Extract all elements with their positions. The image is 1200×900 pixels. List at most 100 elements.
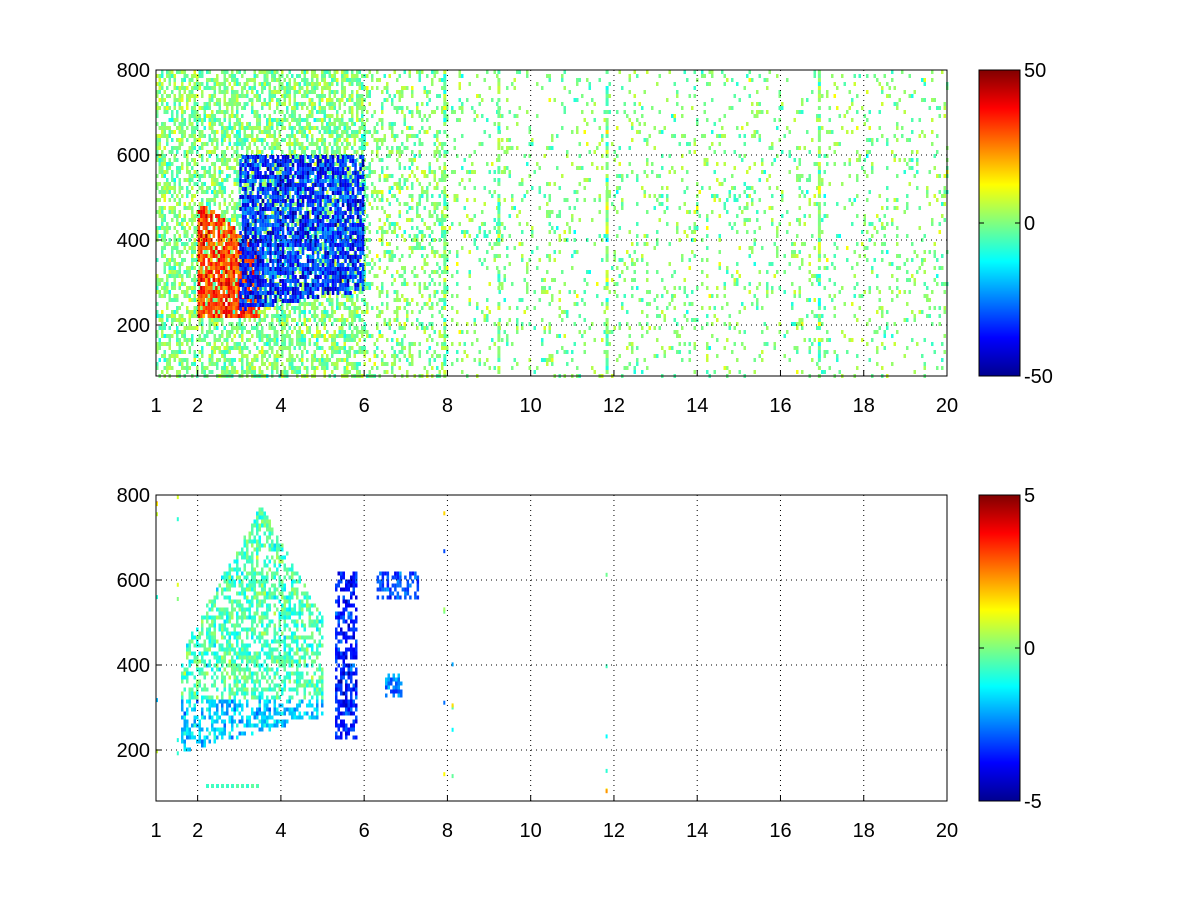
heatmap-cell — [216, 338, 219, 342]
heatmap-cell — [256, 330, 259, 334]
heatmap-cell — [431, 354, 434, 358]
heatmap-cell — [221, 190, 224, 194]
heatmap-cell — [313, 250, 316, 254]
heatmap-cell — [278, 98, 281, 102]
heatmap-cell — [188, 178, 191, 182]
heatmap-cell — [323, 294, 326, 298]
heatmap-cell — [253, 86, 256, 90]
heatmap-cell — [358, 130, 361, 134]
heatmap-cell — [418, 150, 421, 154]
heatmap-cell — [188, 226, 191, 230]
heatmap-cell — [183, 202, 186, 206]
heatmap-cell — [208, 318, 211, 322]
heatmap-cell — [416, 302, 419, 306]
heatmap-cell — [198, 350, 201, 354]
heatmap-cell — [421, 126, 424, 130]
heatmap-cell — [538, 206, 541, 210]
heatmap-cell — [218, 182, 221, 186]
heatmap-cell — [303, 134, 306, 138]
heatmap-cell — [163, 294, 166, 298]
heatmap-cell — [163, 90, 166, 94]
heatmap-cell — [246, 366, 249, 370]
heatmap-cell — [476, 338, 479, 342]
heatmap-cell — [533, 170, 536, 174]
heatmap-cell — [233, 202, 236, 206]
heatmap-cell — [418, 354, 421, 358]
heatmap-cell — [181, 226, 184, 230]
heatmap-cell — [363, 274, 366, 278]
heatmap-cell — [428, 294, 431, 298]
heatmap-cell — [306, 94, 309, 98]
heatmap-cell — [243, 106, 246, 110]
heatmap-cell — [298, 330, 301, 334]
heatmap-cell — [473, 238, 476, 242]
heatmap-cell — [346, 318, 349, 322]
heatmap-cell — [283, 118, 286, 122]
heatmap-cell — [306, 302, 309, 306]
heatmap-cell — [343, 366, 346, 370]
heatmap-cell — [431, 270, 434, 274]
heatmap-cell — [613, 158, 616, 162]
heatmap-cell — [603, 310, 606, 314]
heatmap-cell — [256, 90, 259, 94]
heatmap-cell — [551, 358, 554, 362]
heatmap-cell — [431, 278, 434, 282]
heatmap-cell — [346, 170, 349, 174]
heatmap-cell — [171, 266, 174, 270]
heatmap-cell — [311, 138, 314, 142]
heatmap-cell — [326, 358, 329, 362]
heatmap-cell — [343, 70, 346, 74]
heatmap-cell — [538, 166, 541, 170]
heatmap-cell — [221, 178, 224, 182]
heatmap-cell — [168, 338, 171, 342]
heatmap-cell — [511, 282, 514, 286]
heatmap-cell — [203, 106, 206, 110]
heatmap-cell — [186, 358, 189, 362]
heatmap-cell — [493, 366, 496, 370]
heatmap-cell — [328, 346, 331, 350]
heatmap-cell — [373, 354, 376, 358]
heatmap-cell — [246, 94, 249, 98]
heatmap-cell — [343, 302, 346, 306]
heatmap-cell — [301, 238, 304, 242]
heatmap-cell — [273, 358, 276, 362]
heatmap-cell — [156, 366, 159, 370]
heatmap-cell — [181, 350, 184, 354]
heatmap-cell — [408, 254, 411, 258]
heatmap-cell — [191, 166, 194, 170]
heatmap-cell — [198, 318, 201, 322]
heatmap-cell — [326, 310, 329, 314]
heatmap-cell — [403, 282, 406, 286]
heatmap-cell — [281, 302, 284, 306]
heatmap-cell — [258, 94, 261, 98]
heatmap-cell — [326, 82, 329, 86]
heatmap-cell — [426, 370, 429, 374]
heatmap-cell — [418, 114, 421, 118]
heatmap-cell — [461, 178, 464, 182]
heatmap-cell — [421, 294, 424, 298]
heatmap-cell — [348, 262, 351, 266]
heatmap-cell — [293, 270, 296, 274]
heatmap-cell — [423, 114, 426, 118]
heatmap-cell — [271, 94, 274, 98]
heatmap-cell — [298, 198, 301, 202]
heatmap-cell — [566, 150, 569, 154]
heatmap-cell — [168, 70, 171, 74]
heatmap-cell — [208, 122, 211, 126]
heatmap-cell — [601, 154, 604, 158]
heatmap-cell — [333, 94, 336, 98]
heatmap-cell — [608, 190, 611, 194]
heatmap-cell — [351, 314, 354, 318]
heatmap-cell — [336, 90, 339, 94]
heatmap-cell — [211, 354, 214, 358]
heatmap-cell — [381, 362, 384, 366]
heatmap-cell — [373, 186, 376, 190]
heatmap-cell — [536, 82, 539, 86]
heatmap-cell — [261, 142, 264, 146]
heatmap-cell — [303, 150, 306, 154]
heatmap-cell — [328, 130, 331, 134]
heatmap-cell — [193, 110, 196, 114]
heatmap-cell — [558, 314, 561, 318]
heatmap-cell — [216, 218, 219, 222]
heatmap-cell — [221, 354, 224, 358]
